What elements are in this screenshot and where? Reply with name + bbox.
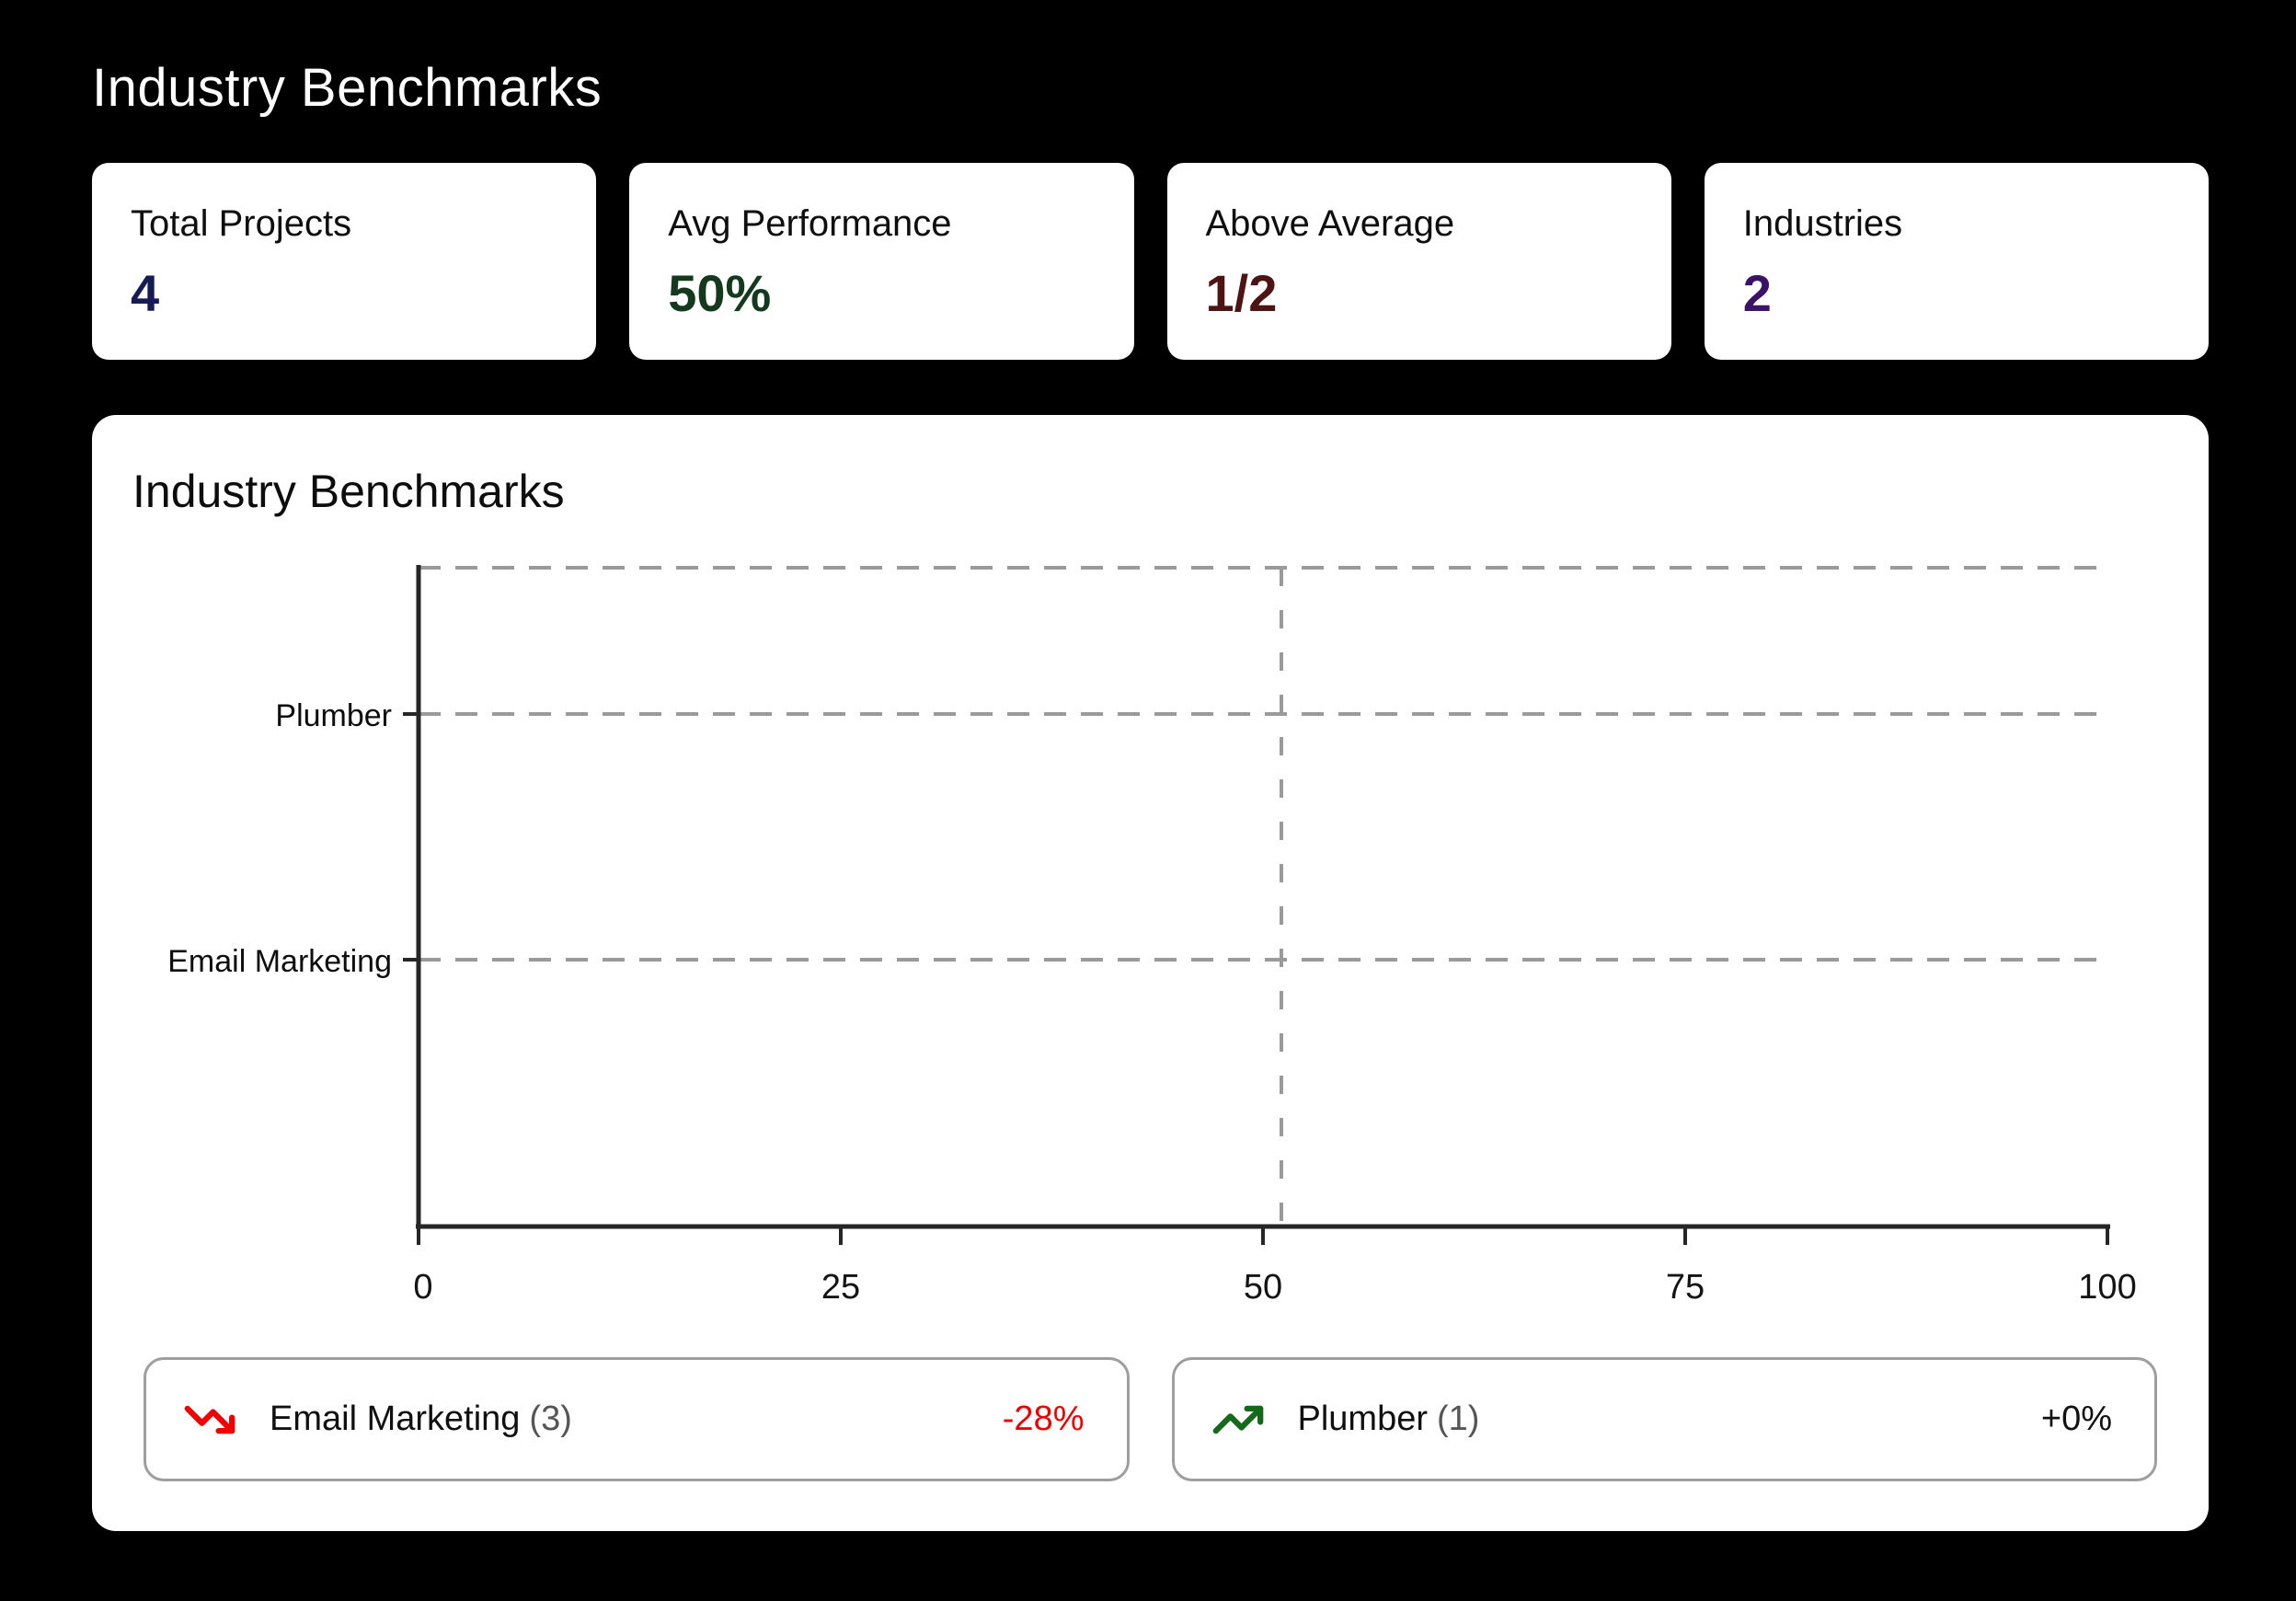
benchmark-chart: Plumber Email Marketing 0 25 50 75 100 xyxy=(167,565,2137,1307)
stats-row: Total Projects 4 Avg Performance 50% Abo… xyxy=(92,163,2209,360)
x-label-0: 0 xyxy=(413,1268,432,1307)
legend-change-value: -28% xyxy=(1002,1399,1085,1438)
page-title: Industry Benchmarks xyxy=(92,58,603,118)
legend-industry-name: Email Marketing xyxy=(270,1399,521,1438)
legend-industry-name: Plumber xyxy=(1297,1399,1429,1438)
x-label-50: 50 xyxy=(1244,1268,1282,1307)
x-label-25: 25 xyxy=(821,1268,860,1307)
stat-value: 50% xyxy=(668,264,772,322)
legend-project-count: (1) xyxy=(1437,1399,1480,1438)
stat-value: 1/2 xyxy=(1205,264,1278,322)
trending-up-icon xyxy=(1211,1393,1265,1446)
y-label-plumber: Plumber xyxy=(275,698,392,733)
stat-card-total-projects: Total Projects 4 xyxy=(92,163,597,360)
stat-value: 4 xyxy=(131,264,160,322)
dashboard-page: Industry Benchmarks Total Projects 4 Avg… xyxy=(92,58,2209,1531)
x-label-75: 75 xyxy=(1666,1268,1705,1307)
stat-card-avg-performance: Avg Performance 50% xyxy=(629,163,1134,360)
stat-label: Above Average xyxy=(1205,203,1455,244)
stat-label: Industries xyxy=(1742,203,1903,244)
industry-benchmarks-panel: Industry Benchmarks Plumber Email Market… xyxy=(92,415,2209,1531)
legend-project-count: (3) xyxy=(529,1399,572,1438)
legend-label: Plumber (1) xyxy=(1298,1399,1480,1439)
legend-label: Email Marketing (3) xyxy=(270,1399,572,1439)
legend-change-value: +0% xyxy=(2040,1399,2112,1438)
chart-title: Industry Benchmarks xyxy=(132,466,565,517)
stat-value: 2 xyxy=(1742,264,1772,322)
legend-card-email-marketing[interactable]: Email Marketing (3) -28% xyxy=(144,1357,1130,1481)
stat-label: Total Projects xyxy=(131,203,352,244)
legend-card-plumber[interactable]: Plumber (1) +0% xyxy=(1171,1357,2157,1481)
stat-card-industries: Industries 2 xyxy=(1704,163,2209,360)
stat-card-above-average: Above Average 1/2 xyxy=(1166,163,1671,360)
stat-label: Avg Performance xyxy=(668,203,952,244)
x-label-100: 100 xyxy=(2078,1268,2136,1307)
legend-row: Email Marketing (3) -28% Plumber (1) +0% xyxy=(144,1357,2157,1481)
trending-down-icon xyxy=(183,1393,236,1446)
y-label-email-marketing: Email Marketing xyxy=(167,944,392,979)
